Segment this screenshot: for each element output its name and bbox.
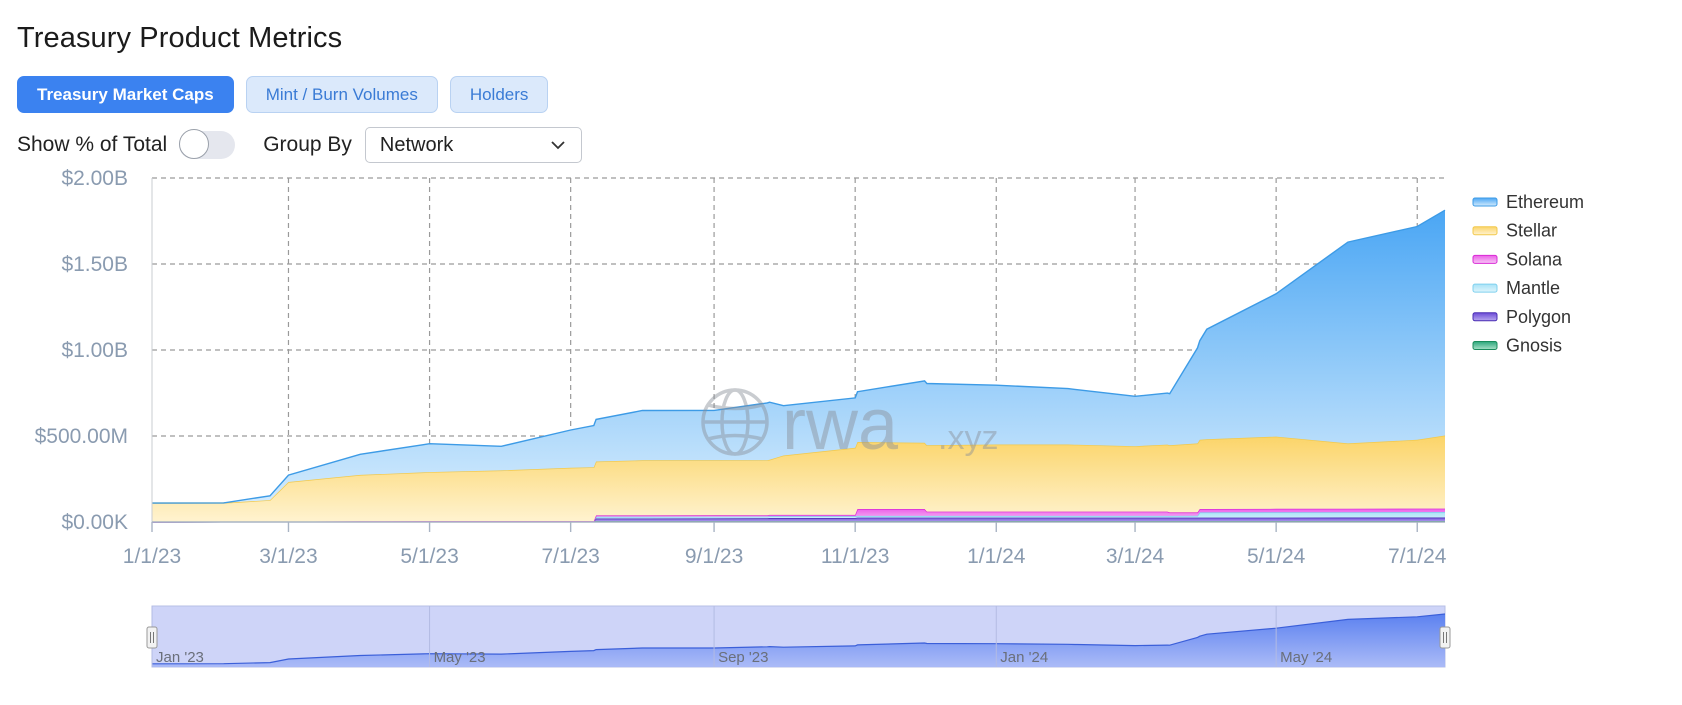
metric-tabs: Treasury Market Caps Mint / Burn Volumes… [17,76,549,113]
legend-item-gnosis[interactable]: Gnosis [1472,336,1562,356]
tab-treasury-market-caps[interactable]: Treasury Market Caps [17,76,234,113]
group-by-label: Group By [263,133,352,156]
legend: Ethereum Stellar Solana Mantle Polygon Gnosis [1472,192,1584,356]
watermark-text: rwa [782,385,899,465]
legend-item-solana[interactable]: Solana [1472,249,1563,269]
chevron-down-icon [551,141,565,150]
navigator-label: May '24 [1280,649,1332,666]
navigator-label: Sep '23 [718,649,768,666]
area-stellar [152,435,1445,522]
legend-label: Solana [1506,249,1563,269]
x-tick-label: 3/1/23 [259,545,317,568]
x-tick-label: 11/1/23 [821,545,890,568]
legend-label: Gnosis [1506,336,1562,356]
y-tick-label: $0.00K [61,511,128,534]
x-tick-label: 1/1/23 [123,545,181,568]
legend-swatch [1472,341,1498,350]
x-tick-label: 5/1/23 [400,545,458,568]
legend-label: Stellar [1506,221,1557,241]
navigator-label: May '23 [434,649,486,666]
x-tick-label: 5/1/24 [1247,545,1306,568]
legend-swatch [1472,312,1498,322]
navigator-area [152,614,1445,667]
chart-controls: Show % of Total Group By Network [17,127,582,163]
legend-item-polygon[interactable]: Polygon [1472,307,1571,327]
legend-item-ethereum[interactable]: Ethereum [1472,192,1584,212]
legend-swatch [1472,226,1498,236]
x-tick-label: 7/1/24 [1388,545,1447,568]
navigator-label: Jan '24 [1000,649,1048,666]
legend-item-stellar[interactable]: Stellar [1472,221,1557,241]
line-ethereum [151,209,1446,504]
x-tick-label: 1/1/24 [967,545,1026,568]
navigator-label: Jan '23 [156,649,204,666]
show-percent-label: Show % of Total [17,133,168,156]
area-polygon [152,517,1445,522]
page-title: Treasury Product Metrics [17,22,343,54]
x-tick-label: 9/1/23 [685,545,743,568]
area-ethereum [152,210,1445,504]
range-navigator: Jan '23 May '23 Sep '23 Jan '24 May '24 [146,605,1451,668]
tab-holders[interactable]: Holders [449,76,549,113]
navigator-line [151,613,1446,665]
group-by-value: Network [379,133,454,156]
legend-label: Mantle [1506,278,1560,298]
legend-label: Polygon [1506,307,1571,327]
legend-item-mantle[interactable]: Mantle [1472,278,1560,298]
y-tick-label: $1.00B [61,339,128,362]
x-tick-label: 7/1/23 [541,545,599,568]
legend-swatch [1472,254,1498,264]
legend-swatch [1472,197,1498,207]
x-tick-label: 3/1/24 [1106,545,1165,568]
globe-icon [701,388,769,456]
y-tick-label: $2.00B [61,167,128,190]
legend-swatch [1472,283,1498,293]
y-tick-label: $1.50B [61,253,128,276]
show-percent-toggle[interactable] [179,129,236,159]
watermark: rwa .xyz [701,385,998,465]
tab-mint-burn-volumes[interactable]: Mint / Burn Volumes [245,76,438,113]
y-tick-label: $500.00M [35,425,128,448]
navigator-handle-left[interactable] [146,626,158,649]
toggle-knob [179,129,210,159]
watermark-suffix: .xyz [938,419,998,457]
group-by-select[interactable]: Network [364,127,582,163]
legend-label: Ethereum [1506,192,1584,212]
navigator-handle-right[interactable] [1439,626,1451,649]
